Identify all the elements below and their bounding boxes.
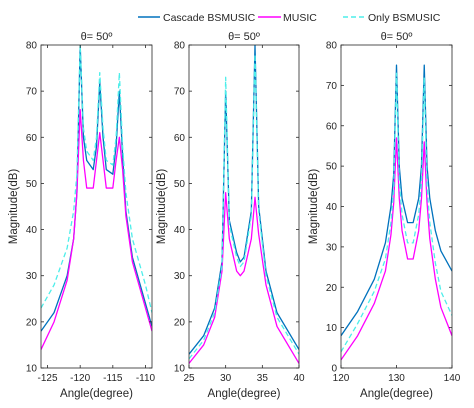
y-tick-label: 10	[174, 364, 186, 375]
y-tick-label: 70	[26, 87, 38, 98]
subplot-2: 25 30 35 40 10 20 30 40 50 60 70 80 θ= 50º Angle(degr…	[156, 31, 305, 400]
subplot-1: -125 -120 -115 -110 10 20 30 40 50 60 70 80 θ= 50º An…	[8, 31, 156, 400]
y-axis-label: Magnitude(dB)	[308, 169, 320, 245]
subplot-3: 120 130 140 0 10 20 30 40 50 60 70 80 θ= 50º Angle(de…	[308, 31, 461, 400]
legend-label-2: Only BSMUSIC	[368, 12, 441, 24]
x-tick-label: 130	[388, 373, 405, 384]
series-group	[341, 64, 452, 361]
x-axis-label: Angle(degree)	[208, 388, 281, 400]
y-tick-label: 40	[26, 225, 38, 236]
series-line-music	[341, 137, 452, 361]
x-tick-label: -120	[70, 373, 90, 384]
y-tick-label: 20	[174, 317, 186, 328]
y-tick-label: 80	[326, 41, 338, 52]
y-tick-label: 30	[326, 242, 338, 253]
series-line-only-bsmusic	[189, 53, 299, 360]
x-tick-label: 30	[220, 373, 232, 384]
x-tick-label: 120	[333, 373, 350, 384]
axes-box	[40, 44, 153, 369]
y-tick-label: 30	[174, 271, 186, 282]
y-tick-label: 20	[326, 283, 338, 294]
y-tick-label: 20	[26, 317, 38, 328]
legend-label-1: MUSIC	[283, 12, 317, 24]
y-axis-label: Magnitude(dB)	[8, 169, 20, 245]
subplots: -125 -120 -115 -110 10 20 30 40 50 60 70 80 θ= 50º An…	[8, 31, 461, 400]
legend-label-0: Cascade BSMUSIC	[163, 12, 256, 24]
series-line-cascade-bsmusic	[41, 45, 152, 332]
x-tick-label: 35	[257, 373, 269, 384]
series-line-cascade-bsmusic	[189, 45, 299, 355]
y-tick-label: 30	[26, 271, 38, 282]
legend: Cascade BSMUSIC MUSIC Only BSMUSIC	[138, 12, 441, 24]
y-tick-label: 60	[174, 133, 186, 144]
series-group	[189, 45, 299, 364]
x-tick-label: -115	[103, 373, 123, 384]
y-tick-label: 40	[174, 225, 186, 236]
x-tick-label: 140	[444, 373, 461, 384]
series-line-music	[189, 192, 299, 364]
series-line-music	[41, 108, 152, 350]
y-tick-label: 60	[26, 133, 38, 144]
y-tick-label: 10	[326, 323, 338, 334]
subplot-title: θ= 50º	[81, 31, 113, 43]
y-tick-label: 80	[26, 41, 38, 52]
x-axis-label: Angle(degree)	[60, 388, 133, 400]
y-tick-label: 70	[174, 87, 186, 98]
y-tick-label: 80	[174, 41, 186, 52]
y-tick-label: 60	[326, 121, 338, 132]
y-tick-label: 70	[326, 81, 338, 92]
series-line-only-bsmusic	[341, 72, 452, 353]
x-axis-label: Angle(degree)	[360, 388, 433, 400]
y-tick-label: 0	[331, 364, 337, 375]
series-group	[41, 45, 152, 350]
series-line-cascade-bsmusic	[341, 64, 452, 337]
x-tick-label: -125	[38, 373, 58, 384]
y-tick-label: 10	[26, 364, 38, 375]
y-tick-label: 50	[174, 179, 186, 190]
y-tick-label: 50	[326, 162, 338, 173]
axes-box	[188, 44, 300, 369]
x-tick-label: 40	[293, 373, 305, 384]
y-axis-label: Magnitude(dB)	[156, 169, 168, 245]
x-tick-label: 25	[183, 373, 195, 384]
y-tick-label: 50	[26, 179, 38, 190]
axes-box	[340, 44, 453, 369]
series-line-only-bsmusic	[41, 45, 152, 313]
x-tick-label: -110	[136, 373, 156, 384]
subplot-title: θ= 50º	[381, 31, 413, 43]
subplot-title: θ= 50º	[228, 31, 260, 43]
y-tick-label: 40	[326, 202, 338, 213]
